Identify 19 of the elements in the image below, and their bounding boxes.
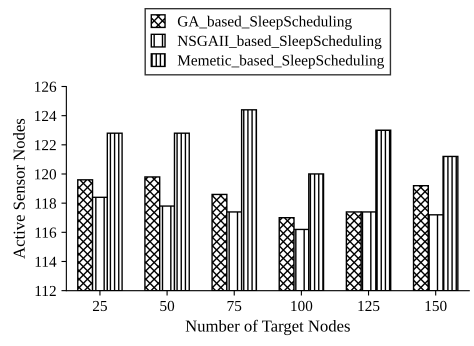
y-tick-label: 120 bbox=[35, 169, 56, 180]
x-tick-label: 50 bbox=[160, 300, 174, 312]
legend-label: GA_based_SleepScheduling bbox=[178, 16, 352, 30]
x-tick-label: 75 bbox=[228, 300, 242, 312]
y-axis-title: Active Sensor Nodes bbox=[13, 118, 25, 259]
x-tick-label: 25 bbox=[92, 300, 107, 312]
legend-label: NSGAII_based_SleepScheduling bbox=[178, 35, 382, 50]
y-tick-label: 118 bbox=[36, 198, 56, 209]
x-tick-label: 100 bbox=[291, 300, 312, 312]
y-tick-label: 122 bbox=[35, 140, 56, 150]
y-tick-label: 126 bbox=[35, 82, 56, 92]
x-axis-title: Number of Target Nodes bbox=[186, 320, 350, 336]
y-tick-label: 114 bbox=[36, 256, 56, 267]
legend-label: Memetic_based_SleepScheduling bbox=[178, 54, 384, 69]
y-tick-label: 112 bbox=[36, 286, 56, 296]
x-tick-label: 150 bbox=[426, 300, 447, 312]
y-tick-label: 124 bbox=[35, 110, 56, 121]
y-tick-label: 116 bbox=[36, 228, 56, 238]
x-tick-label: 125 bbox=[358, 300, 380, 312]
